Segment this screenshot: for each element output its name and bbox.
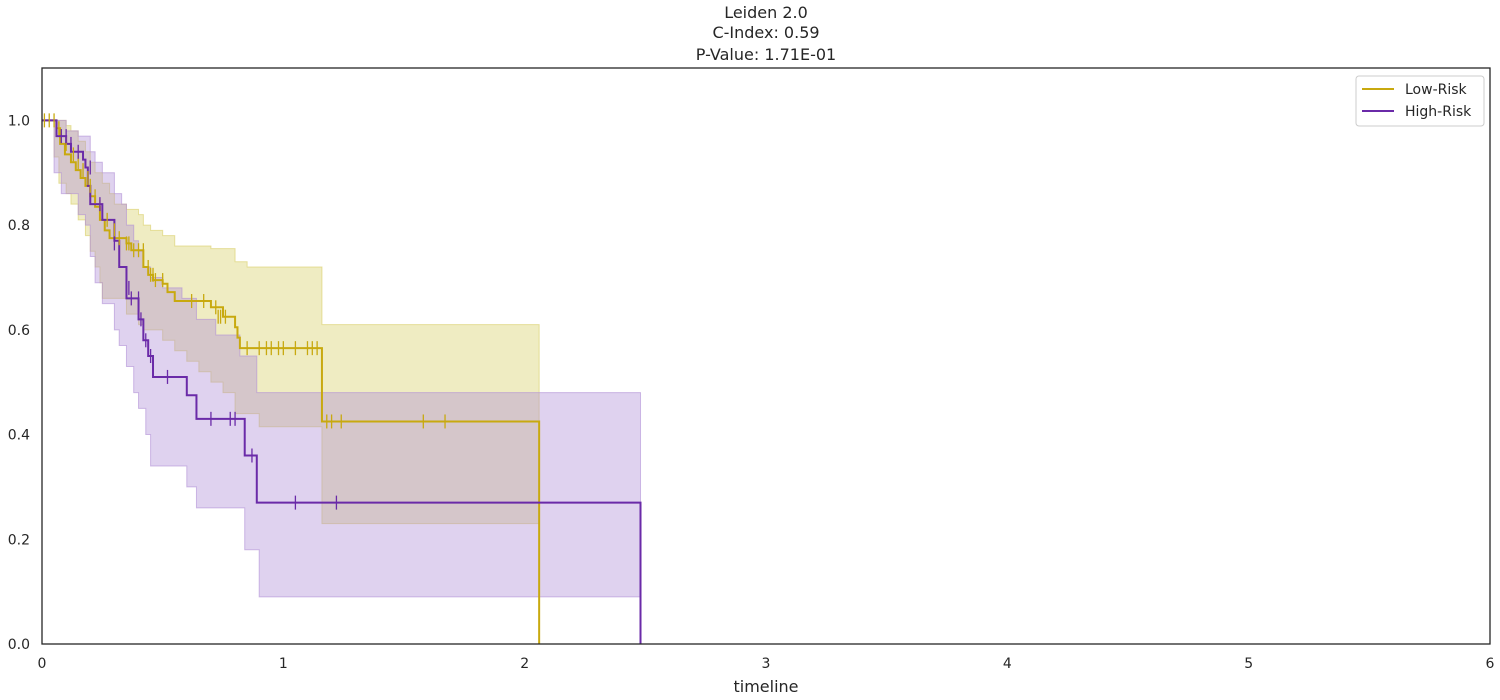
plot-frame	[41, 67, 1491, 645]
y-tick-label: 0.0	[8, 637, 30, 653]
y-tick-label: 1.0	[8, 113, 30, 129]
chart-subtitle-cindex: C-Index: 0.59	[712, 23, 819, 42]
y-tick-label: 0.2	[8, 532, 30, 548]
x-tick-label: 6	[1486, 656, 1495, 672]
censor-marks	[43, 113, 446, 510]
ci-band-low-risk	[42, 119, 540, 525]
x-axis-label: timeline	[733, 677, 798, 696]
y-tick-label: 0.8	[8, 218, 30, 234]
y-tick-label: 0.4	[8, 428, 30, 444]
legend: Low-Risk High-Risk	[1355, 75, 1485, 127]
chart-subtitle-pvalue: P-Value: 1.71E-01	[696, 45, 836, 64]
x-tick-label: 1	[279, 656, 288, 672]
ci-band-high-risk	[42, 119, 642, 598]
axis-ticks: 0 1 2 3 4 5 6 0.0 0.2 0.4 0.6 0.8 1.0	[8, 113, 1495, 672]
x-tick-label: 0	[38, 656, 47, 672]
legend-label-high-risk: High-Risk	[1405, 104, 1472, 120]
y-tick-label: 0.6	[8, 323, 30, 339]
survival-curves	[42, 119, 642, 644]
legend-label-low-risk: Low-Risk	[1405, 82, 1468, 98]
survival-line-high-risk	[42, 119, 642, 644]
x-tick-label: 4	[1003, 656, 1012, 672]
x-tick-label: 3	[762, 656, 771, 672]
chart-title: Leiden 2.0	[724, 3, 808, 22]
x-tick-label: 2	[520, 656, 529, 672]
survival-line-low-risk	[42, 119, 541, 644]
x-tick-label: 5	[1244, 656, 1253, 672]
confidence-bands	[42, 119, 642, 598]
